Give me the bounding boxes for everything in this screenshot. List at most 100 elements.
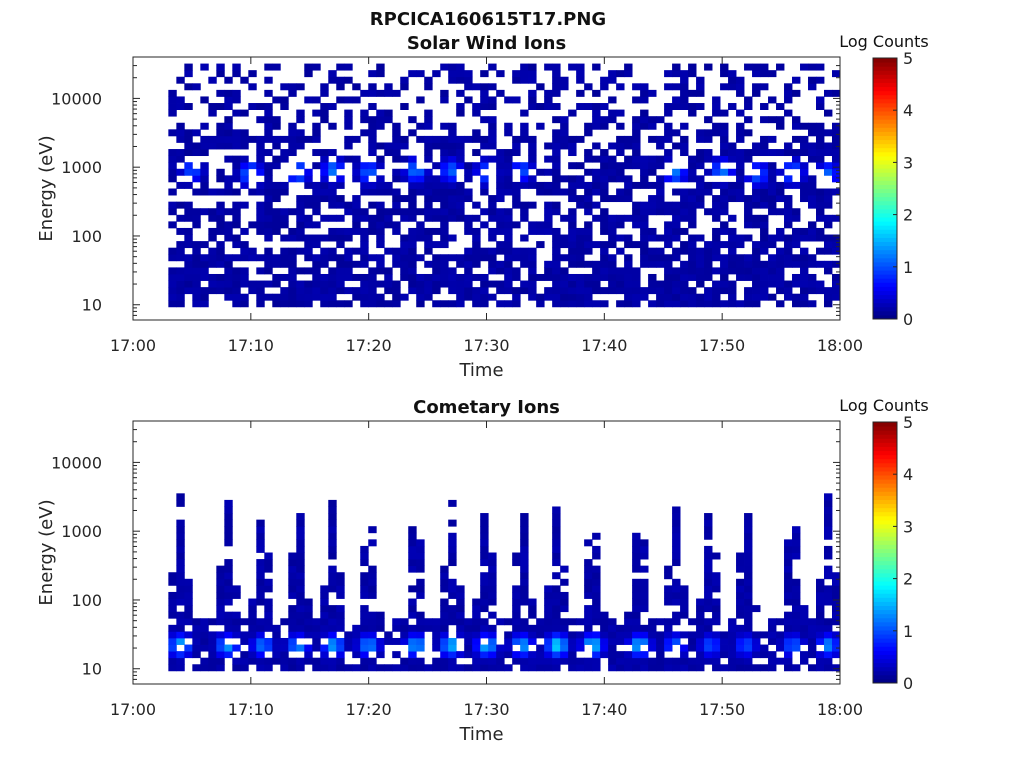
- spectrogram-cell: [672, 63, 681, 71]
- spectrogram-cell: [464, 267, 473, 275]
- spectrogram-cell: [720, 221, 729, 229]
- spectrogram-cell: [552, 545, 561, 553]
- colorbar-step: [873, 654, 897, 660]
- spectrogram-cell: [520, 122, 529, 130]
- spectrogram-cell: [168, 254, 177, 262]
- spectrogram-cell: [216, 175, 225, 183]
- spectrogram-cell: [328, 637, 337, 645]
- spectrogram-cell: [672, 611, 681, 619]
- spectrogram-cell: [688, 241, 697, 249]
- spectrogram-cell: [736, 109, 745, 117]
- colorbar-step: [873, 115, 897, 120]
- spectrogram-cell: [416, 293, 425, 301]
- spectrogram-cell: [296, 129, 305, 137]
- spectrogram-cell: [256, 644, 265, 652]
- spectrogram-cell: [408, 565, 417, 573]
- spectrogram-cell: [224, 273, 233, 281]
- spectrogram-cell: [688, 63, 697, 71]
- spectrogram-cell: [800, 631, 809, 639]
- spectrogram-cell: [704, 637, 713, 645]
- spectrogram-cell: [664, 234, 673, 242]
- spectrogram-cell: [752, 267, 761, 275]
- spectrogram-cell: [824, 513, 833, 521]
- spectrogram-cell: [200, 273, 209, 281]
- spectrogram-cell: [288, 142, 297, 150]
- spectrogram-cell: [464, 221, 473, 229]
- spectrogram-cell: [392, 618, 401, 626]
- spectrogram-cell: [232, 89, 241, 97]
- spectrogram-cell: [584, 122, 593, 130]
- spectrogram-cell: [248, 598, 257, 606]
- spectrogram-cell: [448, 155, 457, 163]
- spectrogram-cell: [800, 657, 809, 665]
- spectrogram-cell: [744, 116, 753, 124]
- spectrogram-cell: [792, 545, 801, 553]
- spectrogram-cell: [288, 644, 297, 652]
- spectrogram-cell: [224, 559, 233, 567]
- spectrogram-cell: [592, 644, 601, 652]
- spectrogram-cell: [656, 664, 665, 672]
- spectrogram-cell: [432, 664, 441, 672]
- colorbar-step: [873, 617, 897, 623]
- spectrogram-cell: [800, 293, 809, 301]
- spectrogram-cell: [408, 526, 417, 534]
- spectrogram-cell: [720, 254, 729, 262]
- colorbar-step: [873, 450, 897, 456]
- spectrogram-cell: [656, 280, 665, 288]
- spectrogram-cell: [360, 175, 369, 183]
- spectrogram-cell: [512, 188, 521, 196]
- spectrogram-cell: [448, 181, 457, 189]
- colorbar-step: [873, 131, 897, 136]
- spectrogram-cell: [240, 657, 249, 665]
- spectrogram-cell: [248, 221, 257, 229]
- spectrogram-cell: [528, 162, 537, 170]
- spectrogram-cell: [544, 637, 553, 645]
- spectrogram-cell: [672, 201, 681, 209]
- spectrogram-cell: [488, 227, 497, 235]
- spectrogram-cell: [496, 664, 505, 672]
- spectrogram-cell: [776, 287, 785, 295]
- spectrogram-cell: [752, 664, 761, 672]
- x-tick-label: 17:20: [346, 700, 392, 719]
- spectrogram-cell: [384, 267, 393, 275]
- spectrogram-cell: [584, 208, 593, 216]
- spectrogram-cell: [312, 109, 321, 117]
- spectrogram-cell: [408, 287, 417, 295]
- spectrogram-cell: [824, 168, 833, 176]
- spectrogram-cell: [832, 585, 841, 593]
- spectrogram-cell: [368, 221, 377, 229]
- spectrogram-cell: [392, 247, 401, 255]
- spectrogram-cell: [584, 585, 593, 593]
- colorbar-step: [873, 261, 897, 267]
- spectrogram-cell: [736, 267, 745, 275]
- spectrogram-cell: [704, 168, 713, 176]
- spectrogram-cell: [440, 241, 449, 249]
- spectrogram-cell: [432, 195, 441, 203]
- spectrogram-cell: [640, 605, 649, 613]
- spectrogram-cell: [656, 162, 665, 170]
- spectrogram-cell: [672, 287, 681, 295]
- colorbar-step: [873, 597, 897, 602]
- spectrogram-cell: [296, 526, 305, 534]
- spectrogram-cell: [288, 552, 297, 560]
- spectrogram-cell: [408, 181, 417, 189]
- spectrogram-cell: [736, 585, 745, 593]
- spectrogram-cell: [480, 657, 489, 665]
- spectrogram-cell: [416, 657, 425, 665]
- spectrogram-cell: [464, 254, 473, 262]
- spectrogram-cell: [680, 293, 689, 301]
- spectrogram-cell: [552, 280, 561, 288]
- spectrogram-cell: [504, 651, 513, 659]
- spectrogram-cell: [552, 644, 561, 652]
- spectrogram-cell: [528, 267, 537, 275]
- spectrogram-cell: [304, 631, 313, 639]
- spectrogram-cell: [560, 565, 569, 573]
- spectrogram-cell: [304, 611, 313, 619]
- spectrogram-cell: [632, 201, 641, 209]
- spectrogram-cell: [584, 539, 593, 547]
- spectrogram-cell: [704, 572, 713, 580]
- spectrogram-cell: [320, 611, 329, 619]
- spectrogram-cell: [816, 155, 825, 163]
- spectrogram-cell: [296, 135, 305, 143]
- colorbar-step: [873, 487, 897, 492]
